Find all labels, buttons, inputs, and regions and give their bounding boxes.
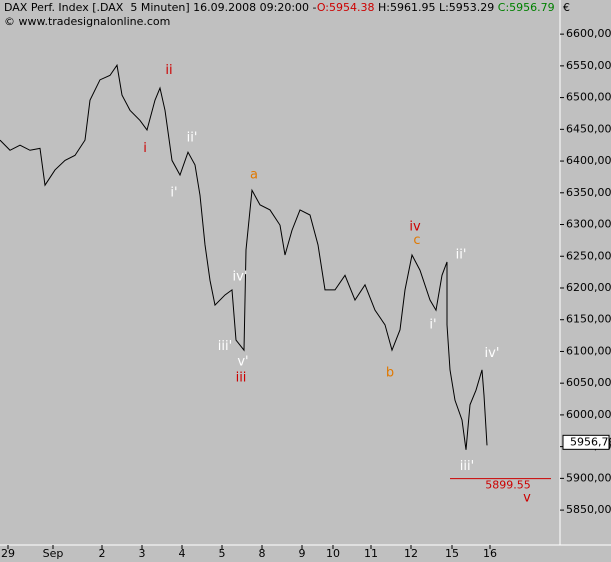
- y-tick-label: 6300,00: [566, 218, 611, 231]
- wave-label: iii': [218, 339, 232, 354]
- x-tick-label: 5: [219, 547, 226, 560]
- wave-label: i': [429, 317, 436, 332]
- x-tick-label: 11: [364, 547, 378, 560]
- y-tick-label: 6000,00: [566, 408, 611, 421]
- x-tick-label: 12: [404, 547, 418, 560]
- x-tick-label: Sep: [43, 547, 64, 560]
- wave-label: a: [250, 168, 258, 183]
- low: L:5953.29: [439, 1, 494, 14]
- y-tick-label: 6550,00: [566, 59, 611, 72]
- wave-label: b: [386, 366, 394, 381]
- y-tick-label: 6450,00: [566, 122, 611, 135]
- x-tick-label: 10: [326, 547, 340, 560]
- y-tick-label: 6400,00: [566, 154, 611, 167]
- y-tick-label: 6200,00: [566, 281, 611, 294]
- last-price-label: 5956,79: [570, 435, 611, 448]
- y-tick-label: 5850,00: [566, 503, 611, 516]
- wave-label: v': [237, 355, 248, 370]
- price-line: [0, 63, 488, 450]
- y-tick-label: 5900,00: [566, 471, 611, 484]
- wave-label: ii: [165, 63, 172, 78]
- wave-label: c: [413, 233, 420, 248]
- wave-label: iv': [233, 270, 248, 285]
- x-tick-label: 29: [1, 547, 15, 560]
- y-tick-label: 6350,00: [566, 186, 611, 199]
- close: C:5956.79: [498, 1, 555, 14]
- wave-label: i: [143, 141, 147, 156]
- y-tick-label: 6250,00: [566, 249, 611, 262]
- level-label: 5899.55: [485, 479, 531, 492]
- wave-label: ii': [187, 131, 198, 146]
- high: H:5961.95: [378, 1, 435, 14]
- x-tick-label: 8: [259, 547, 266, 560]
- copyright: © www.tradesignalonline.com: [4, 15, 170, 28]
- y-tick-label: 6150,00: [566, 313, 611, 326]
- wave-label: iv: [409, 220, 421, 235]
- title: DAX Perf. Index [.DAX 5 Minuten] 16.09.2…: [4, 1, 317, 14]
- wave-label: iii': [460, 459, 474, 474]
- x-tick-label: 9: [299, 547, 306, 560]
- wave-label: i': [170, 185, 177, 200]
- wave-label: iii: [236, 371, 247, 386]
- y-tick-label: 6600,00: [566, 27, 611, 40]
- last-price-box: [562, 434, 610, 450]
- wave-label: ii': [456, 247, 467, 262]
- header: DAX Perf. Index [.DAX 5 Minuten] 16.09.2…: [4, 1, 555, 14]
- x-tick-label: 3: [139, 547, 146, 560]
- wave-label: v: [523, 491, 531, 506]
- y-tick-label: 6100,00: [566, 344, 611, 357]
- x-tick-label: 15: [445, 547, 459, 560]
- currency: €: [563, 1, 570, 14]
- x-tick-label: 16: [483, 547, 497, 560]
- open: O:5954.38: [317, 1, 375, 14]
- y-tick-label: 6050,00: [566, 376, 611, 389]
- y-tick-label: 6500,00: [566, 91, 611, 104]
- x-tick-label: 2: [99, 547, 106, 560]
- wave-label: iv': [485, 346, 500, 361]
- x-tick-label: 4: [179, 547, 186, 560]
